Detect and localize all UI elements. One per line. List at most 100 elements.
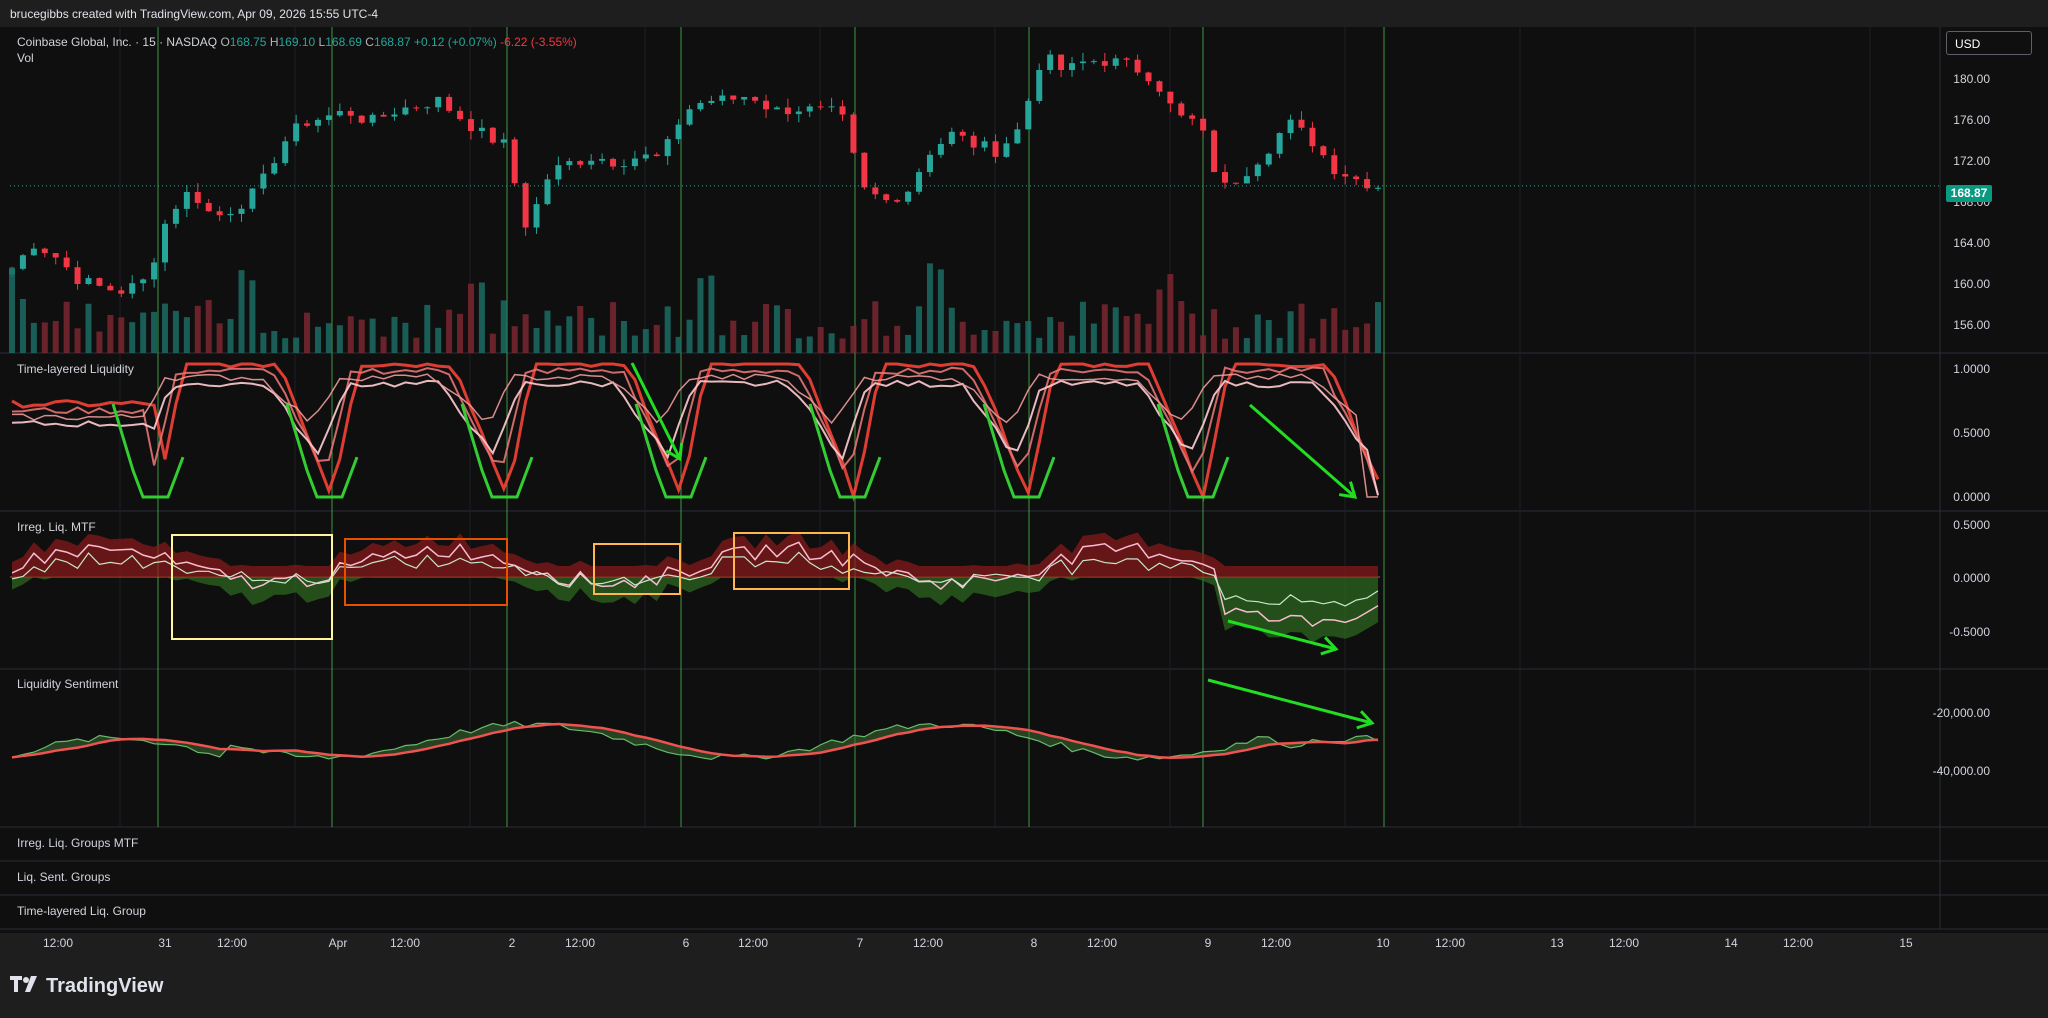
volume-bar: [741, 335, 748, 353]
pane-title-sentiment[interactable]: Liquidity Sentiment: [17, 677, 119, 691]
tll-low-green: [634, 403, 708, 499]
volume-bar: [1375, 302, 1381, 353]
volume-bar: [52, 320, 59, 353]
volume-bar: [96, 331, 103, 353]
chart-area[interactable]: Coinbase Global, Inc. · 15 · NASDAQ O168…: [0, 27, 2048, 933]
candle: [260, 173, 267, 189]
volume-bar: [773, 305, 780, 353]
candle: [205, 202, 212, 212]
irreg-tick: -0.5000: [1949, 625, 1990, 639]
candle: [861, 152, 868, 188]
candle: [555, 165, 562, 180]
price-tick: 160.00: [1953, 277, 1990, 291]
arrow-sentiment-head: [1356, 710, 1375, 730]
time-axis-label: 6: [682, 936, 690, 950]
volume-bar: [424, 304, 431, 353]
volume-bar: [926, 263, 933, 353]
chart-svg[interactable]: [0, 27, 2048, 933]
candle: [1123, 58, 1130, 60]
pane-title-irreg-groups[interactable]: Irreg. Liq. Groups MTF: [17, 836, 139, 850]
footer-brand[interactable]: TradingView: [10, 975, 163, 998]
currency-button[interactable]: USD: [1946, 31, 2032, 55]
volume-bar: [1167, 274, 1174, 353]
irreg-line: [11, 541, 1379, 628]
candle: [1331, 155, 1338, 175]
volume-bar: [1298, 303, 1305, 353]
time-axis-label: 12:00: [912, 936, 944, 950]
candle: [763, 100, 770, 110]
candle: [1298, 119, 1305, 128]
volume-bar: [610, 302, 617, 353]
volume-bar: [1003, 320, 1010, 353]
sent-tick: -20,000.00: [1932, 706, 1990, 720]
candle: [446, 96, 453, 111]
candle: [336, 111, 343, 116]
pane-title-sent-groups[interactable]: Liq. Sent. Groups: [17, 870, 111, 884]
candle: [566, 161, 573, 166]
volume-bar: [500, 300, 507, 353]
candle: [784, 107, 791, 115]
candle: [478, 127, 485, 131]
candle: [391, 114, 398, 117]
volume-bar: [1025, 320, 1032, 353]
tll-low-green: [808, 403, 882, 499]
volume-bar: [457, 313, 464, 353]
volume-bar: [30, 322, 37, 353]
volume-bar: [522, 314, 529, 353]
volume-bar: [1342, 329, 1349, 353]
brand-text: TradingView: [46, 975, 164, 997]
time-axis-label: 7: [856, 936, 864, 950]
candle: [194, 191, 201, 203]
candle: [916, 172, 923, 192]
time-axis-label: 12:00: [216, 936, 248, 950]
volume-bar: [1276, 337, 1283, 353]
candle: [599, 158, 606, 161]
time-axis-label: 12:00: [564, 936, 596, 950]
candle: [795, 111, 802, 115]
vol-label[interactable]: Vol: [17, 51, 34, 65]
volume-bar: [839, 338, 846, 353]
volume-bar: [271, 330, 278, 353]
volume-bar: [260, 332, 267, 353]
volume-bar: [653, 324, 660, 353]
candle: [1112, 58, 1119, 66]
candle: [1222, 172, 1229, 183]
candle: [1211, 130, 1218, 173]
time-axis-label: 12:00: [1260, 936, 1292, 950]
candle: [380, 114, 387, 117]
volume-bar: [446, 309, 453, 353]
annotation-box: [344, 538, 508, 606]
pane-title-tll[interactable]: Time-layered Liquidity: [17, 362, 134, 376]
tll-tick: 0.0000: [1953, 490, 1990, 504]
volume-bar: [435, 327, 442, 353]
candle: [653, 154, 660, 157]
candle: [1090, 61, 1097, 63]
candle: [1342, 174, 1349, 177]
volume-bar: [959, 321, 966, 353]
candle: [533, 204, 540, 228]
volume-bar: [391, 316, 398, 353]
volume-bar: [413, 337, 420, 353]
pane-title-irreg[interactable]: Irreg. Liq. MTF: [17, 520, 96, 534]
candle: [1254, 164, 1261, 177]
pane-title-tll-group[interactable]: Time-layered Liq. Group: [17, 904, 146, 918]
candle: [424, 107, 431, 109]
volume-bar: [227, 318, 234, 353]
volume-bar: [1069, 335, 1076, 353]
candle: [1014, 129, 1021, 144]
candle: [118, 290, 125, 294]
candle: [937, 143, 944, 155]
volume-bar: [599, 335, 606, 353]
candle: [610, 158, 617, 167]
symbol-name[interactable]: Coinbase Global, Inc. · 15 · NASDAQ: [17, 35, 218, 49]
tll-line: [11, 362, 1380, 502]
candle: [1375, 187, 1381, 189]
tll-low-green: [285, 403, 359, 499]
volume-bar: [970, 334, 977, 353]
candle: [227, 213, 234, 216]
candle: [183, 191, 190, 209]
candle: [1364, 179, 1371, 189]
candle: [1025, 100, 1032, 130]
time-axis-label: 12:00: [1782, 936, 1814, 950]
candle: [959, 131, 966, 136]
